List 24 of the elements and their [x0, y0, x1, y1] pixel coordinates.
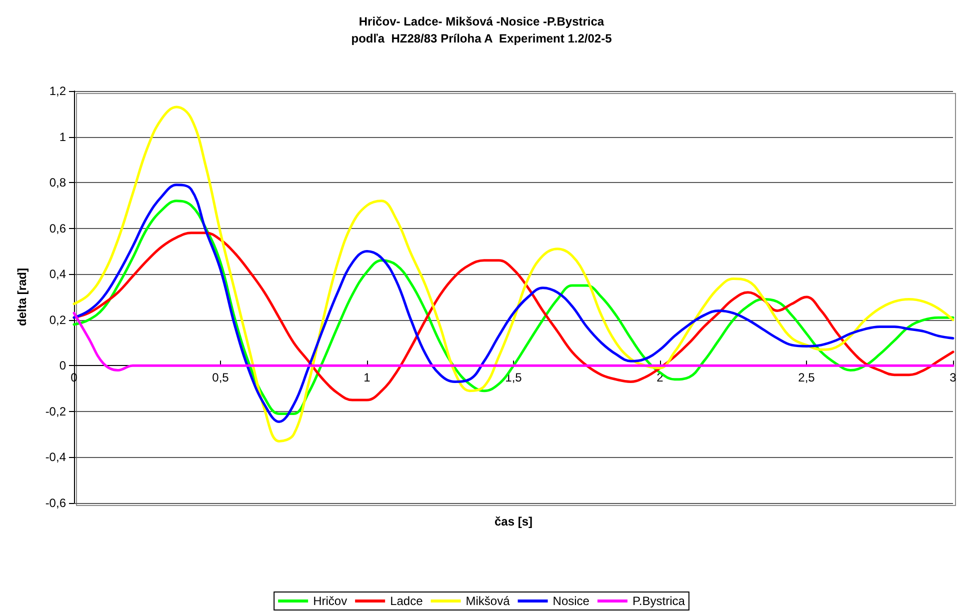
y-tick-label: 0,8	[49, 176, 66, 190]
y-tick-label: 0,4	[49, 267, 66, 282]
y-tick-label: 1,2	[49, 84, 66, 98]
y-tick-label: -0,6	[45, 496, 66, 510]
x-tick-label: 1	[364, 370, 371, 385]
line-series	[72, 106, 954, 442]
legend-label: Ladce	[390, 594, 424, 608]
y-tick-label: 0	[59, 358, 66, 373]
legend-label: Nosice	[552, 594, 590, 608]
x-axis-title: čas [s]	[494, 514, 533, 529]
chart-title: Hričov- Ladce- Mikšová -Nosice -P.Bystrica podľa HZ28/83 Príloha A Experiment 1.2/02-5	[351, 14, 612, 46]
y-axis-title: delta [rad]	[15, 268, 29, 326]
y-tick-label: 1	[59, 130, 66, 144]
y-tick-label: 0,6	[49, 221, 66, 236]
legend-label: Hričov	[313, 594, 348, 608]
x-tick-label: 0,5	[212, 370, 230, 385]
legend-label: P.Bystrica	[632, 594, 686, 608]
x-tick-label: 2,5	[798, 370, 816, 385]
y-tick-label: 0,2	[49, 312, 66, 327]
x-tick-label: 3	[950, 370, 957, 385]
y-tick-label: -0,4	[45, 450, 66, 464]
legend-label: Mikšová	[466, 594, 510, 608]
line-series	[72, 312, 954, 372]
y-tick-label: -0,2	[45, 404, 66, 418]
